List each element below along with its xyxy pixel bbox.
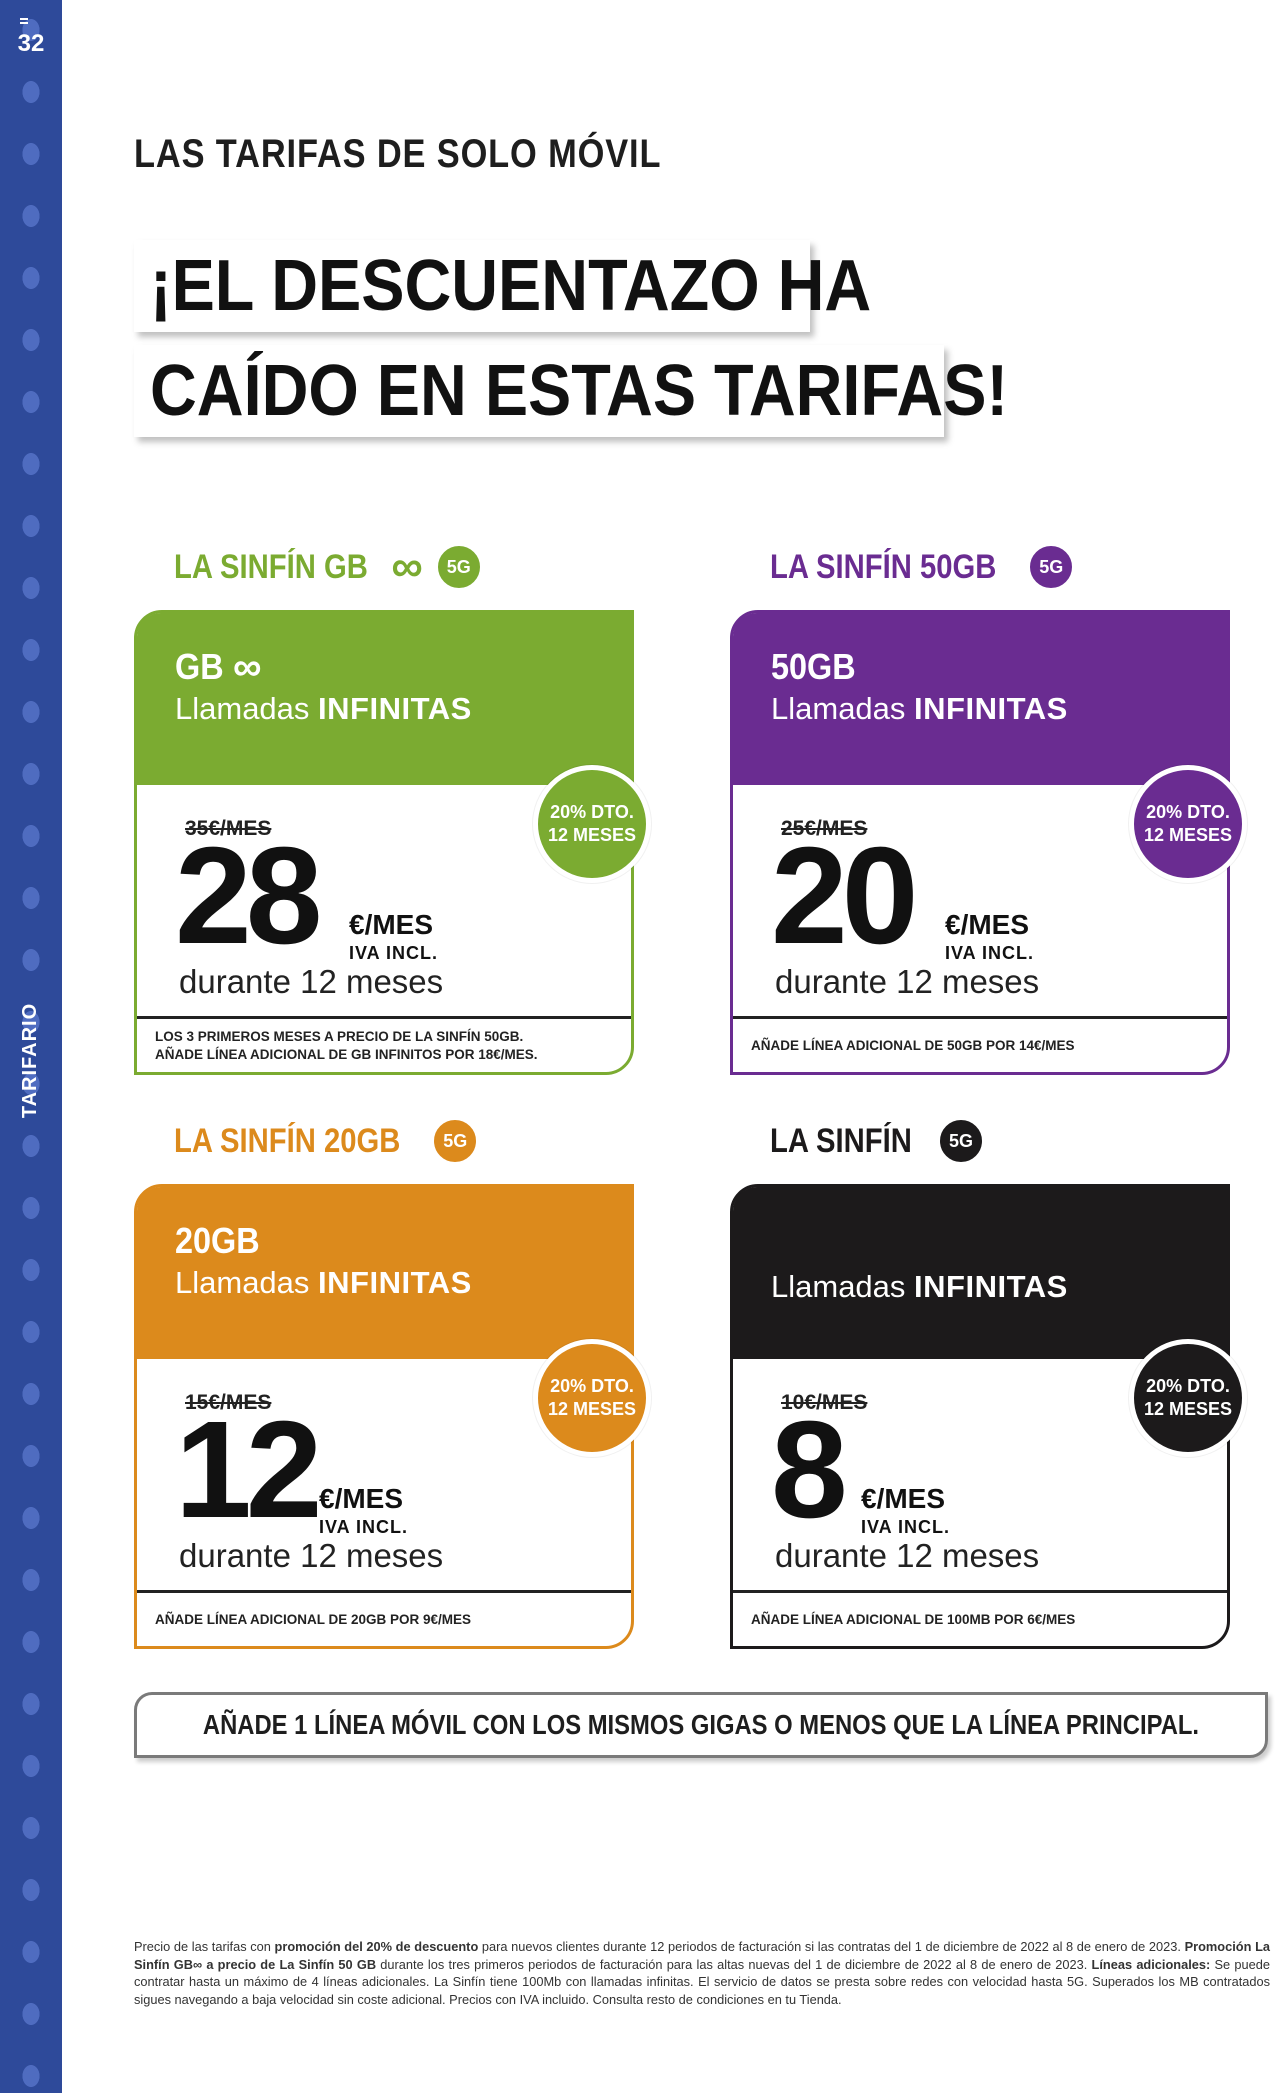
card-header: GB ∞ Llamadas INFINITAS [137, 613, 631, 785]
plan-title: LA SINFÍN 20GB 5G [174, 1116, 480, 1166]
plan-card: 50GB Llamadas INFINITAS 25€/MES 20 €/MES… [730, 610, 1247, 1075]
price-unit: €/MES [945, 909, 1030, 940]
calls-allowance: Llamadas INFINITAS [771, 691, 1068, 726]
vat-note: IVA INCL. [945, 943, 1034, 963]
page-number: 32 [17, 30, 45, 57]
data-allowance: 50GB [771, 646, 856, 687]
vat-note: IVA INCL. [861, 1517, 950, 1537]
legal-text: Precio de las tarifas con promoción del … [134, 1939, 1271, 2007]
add-line-note: AÑADE 1 LÍNEA MÓVIL CON LOS MISMOS GIGAS… [134, 1692, 1268, 1758]
calls-allowance: Llamadas INFINITAS [175, 1265, 472, 1300]
data-allowance: GB ∞ [175, 645, 262, 689]
duration: durante 12 meses [775, 1537, 1040, 1574]
5g-badge-icon: 5G [431, 1117, 480, 1165]
plan-card: Llamadas INFINITAS 10€/MES 8 €/MES IVA I… [730, 1184, 1247, 1649]
plan-card: GB ∞ Llamadas INFINITAS 35€/MES 28 €/MES … [134, 610, 651, 1075]
menu-icon [20, 18, 28, 24]
infinity-icon: ∞ [391, 542, 423, 591]
plan-card: 20GB Llamadas INFINITAS 15€/MES 12 €/MES… [134, 1184, 651, 1649]
card-header: Llamadas INFINITAS [733, 1187, 1227, 1359]
old-price: 35€/MES [185, 817, 272, 840]
headline-line-2: CAÍDO EN ESTAS TARIFAS! [134, 345, 1008, 437]
card-header: 50GB Llamadas INFINITAS [733, 613, 1227, 785]
data-allowance: 20GB [175, 1220, 260, 1261]
old-price: 10€/MES [781, 1391, 868, 1414]
price-unit: €/MES [349, 909, 434, 940]
calls-allowance: Llamadas INFINITAS [771, 1269, 1068, 1304]
vat-note: IVA INCL. [319, 1517, 408, 1537]
price-unit: €/MES [861, 1483, 946, 1514]
5g-badge-icon: 5G [936, 1117, 985, 1165]
card-footer: AÑADE LÍNEA ADICIONAL DE 20GB POR 9€/MES [137, 1590, 631, 1646]
side-label: TARIFARIO [19, 1002, 42, 1118]
price-value: 8 [771, 1393, 848, 1547]
section-title: LAS TARIFAS DE SOLO MÓVIL [134, 132, 662, 176]
duration: durante 12 meses [775, 963, 1040, 1000]
card-footer: LOS 3 PRIMEROS MESES A PRECIO DE LA SINF… [137, 1016, 631, 1072]
plan-title: LA SINFÍN GB ∞ 5G [174, 542, 483, 592]
plan-title: LA SINFÍN 50GB 5G [770, 542, 1076, 592]
duration: durante 12 meses [179, 1537, 444, 1574]
vat-note: IVA INCL. [349, 943, 438, 963]
discount-badge: 20% DTO. 12 MESES [533, 1339, 651, 1457]
discount-badge: 20% DTO. 12 MESES [1129, 1339, 1247, 1457]
plan-title: LA SINFÍN 5G [770, 1116, 985, 1166]
price-value: 12 [175, 1393, 322, 1547]
duration: durante 12 meses [179, 963, 444, 1000]
card-header: 20GB Llamadas INFINITAS [137, 1187, 631, 1359]
card-footer: AÑADE LÍNEA ADICIONAL DE 100MB POR 6€/ME… [733, 1590, 1227, 1646]
price-unit: €/MES [319, 1483, 404, 1514]
price-value: 20 [771, 819, 918, 973]
sidebar: 32 TARIFARIO [0, 0, 62, 2093]
discount-badge: 20% DTO. 12 MESES [533, 765, 651, 883]
headline-line-1: ¡EL DESCUENTAZO HA [134, 240, 871, 332]
price-value: 28 [175, 819, 322, 973]
old-price: 25€/MES [781, 817, 868, 840]
infinity-icon: ∞ [233, 645, 262, 689]
old-price: 15€/MES [185, 1391, 272, 1414]
5g-badge-icon: 5G [434, 543, 483, 591]
calls-allowance: Llamadas INFINITAS [175, 691, 472, 726]
card-footer: AÑADE LÍNEA ADICIONAL DE 50GB POR 14€/ME… [733, 1016, 1227, 1072]
discount-badge: 20% DTO. 12 MESES [1129, 765, 1247, 883]
5g-badge-icon: 5G [1027, 543, 1076, 591]
